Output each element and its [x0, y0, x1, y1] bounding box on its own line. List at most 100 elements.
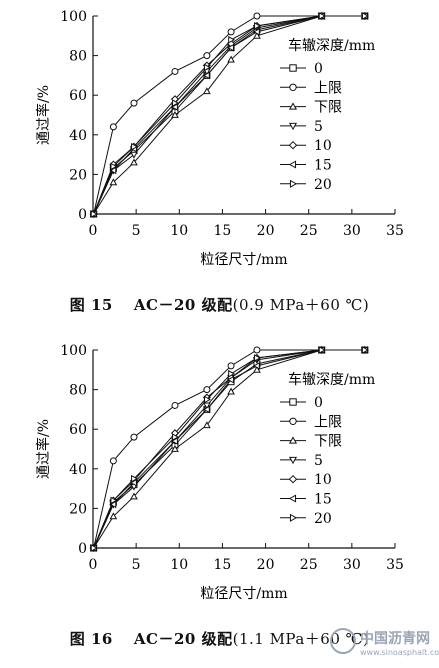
legend-marker	[288, 122, 298, 131]
data-point	[227, 387, 235, 395]
data-point	[130, 433, 138, 441]
data-point	[109, 123, 117, 131]
y-tick-label: 80	[69, 49, 87, 65]
x-tick-label: 35	[386, 223, 404, 239]
legend-label: 20	[314, 511, 332, 527]
figure-15-condition: (0.9 MPa＋60 ℃)	[232, 296, 370, 314]
data-point	[203, 52, 211, 60]
x-tick-label: 25	[300, 223, 318, 239]
data-point	[172, 99, 180, 107]
data-point	[203, 386, 211, 394]
y-tick-label: 20	[69, 501, 87, 517]
watermark-text: 中国沥青网	[360, 631, 430, 647]
data-point	[110, 496, 118, 505]
data-point	[109, 500, 117, 509]
legend-label: 15	[314, 158, 332, 174]
data-point	[131, 142, 139, 151]
data-point	[171, 110, 179, 118]
legend-marker	[289, 64, 297, 72]
figure-15-title: AC－20 级配	[133, 296, 233, 314]
data-point	[171, 67, 179, 75]
y-tick-label: 0	[78, 541, 87, 557]
data-point	[227, 43, 234, 52]
y-tick-label: 40	[69, 128, 87, 144]
legend-marker	[289, 83, 297, 92]
data-point	[361, 12, 369, 20]
legend-item: 20	[280, 511, 332, 527]
watermark-url: www.sinoasphalt.com	[360, 648, 439, 657]
line-chart-figure-15: 0 5 10 15 20 25 30 35020406080100粒径尺寸/mm通过率/%车辙…	[35, 9, 404, 268]
legend-marker	[288, 474, 298, 484]
data-point	[109, 512, 118, 520]
legend-label: 5	[314, 453, 323, 469]
x-axis-label: 粒径尺寸/mm	[200, 586, 287, 602]
data-point	[109, 178, 118, 186]
data-point	[254, 354, 261, 362]
legend-label: 0	[314, 61, 323, 77]
legend-item: 10	[280, 472, 332, 488]
x-tick-label: 10	[170, 557, 188, 573]
legend-marker	[288, 436, 298, 444]
data-point	[254, 22, 261, 30]
legend-marker	[288, 494, 297, 503]
data-point	[203, 402, 211, 410]
data-point	[227, 28, 235, 36]
data-point	[253, 365, 261, 373]
data-point	[90, 544, 98, 552]
data-point	[202, 405, 210, 414]
watermark: 中国沥青网 www.sinoasphalt.com	[330, 624, 439, 664]
x-tick-label: 0	[89, 557, 98, 573]
data-point	[170, 103, 178, 111]
figure-15-number: 图 15	[69, 296, 113, 314]
legend-marker	[289, 398, 297, 406]
data-point	[130, 492, 138, 500]
data-point	[227, 55, 235, 63]
figure-16-title: AC－20 级配	[133, 630, 233, 648]
legend-label: 0	[314, 395, 323, 411]
legend-marker	[288, 456, 298, 465]
data-point	[202, 71, 210, 80]
chart-figure-16: 0 5 10 15 20 25 30 35 0 20 40 60 80 100 粒径尺寸/mm 通过率/% 车辙…	[0, 334, 439, 668]
legend-title: 车辙深度/mm	[288, 37, 375, 54]
data-point	[253, 346, 261, 354]
data-point	[171, 401, 179, 409]
data-point	[110, 162, 118, 171]
data-point	[253, 12, 261, 20]
legend-label: 下限	[314, 434, 342, 450]
legend-label: 20	[314, 177, 332, 193]
chart-figure-15: 0 5 10 15 20 25 30 35 0 20 40 60 80 100 粒径尺寸/mm 通过率/% 车辙…	[35, 9, 404, 268]
legend-label: 10	[314, 138, 332, 154]
legend-item: 15	[280, 492, 332, 508]
legend-item: 0	[280, 61, 323, 77]
legend-marker	[289, 417, 297, 426]
x-tick-label: 10	[170, 223, 188, 239]
data-point	[109, 166, 117, 175]
x-tick-label: 20	[257, 223, 275, 239]
legend-title: 车辙深度/mm	[288, 371, 375, 388]
legend-item: 10	[280, 138, 332, 154]
data-point	[129, 478, 137, 487]
line-chart-figure-16: 0 5 10 15 20 25 30 35020406080100粒径尺寸/mm通过率/%车辙…	[35, 343, 404, 602]
series-6	[90, 346, 369, 552]
legend-item: 0	[280, 395, 323, 411]
legend-marker	[288, 160, 297, 169]
data-point	[228, 35, 236, 44]
legend-label: 上限	[314, 80, 342, 96]
y-axis-label: 通过率/%	[35, 85, 52, 145]
data-point	[252, 361, 260, 370]
legend-item: 20	[280, 177, 332, 193]
data-point	[253, 31, 261, 39]
data-point	[172, 433, 180, 441]
data-point	[130, 151, 138, 159]
legend-label: 下限	[314, 100, 342, 116]
data-point	[170, 437, 178, 445]
data-point	[228, 369, 236, 378]
data-point	[130, 99, 138, 107]
data-point	[203, 395, 211, 404]
figure-15-caption: 图 15 AC－20 级配(0.9 MPa＋60 ℃)	[0, 294, 439, 315]
legend-marker	[289, 513, 298, 522]
legend-item: 下限	[280, 100, 342, 116]
